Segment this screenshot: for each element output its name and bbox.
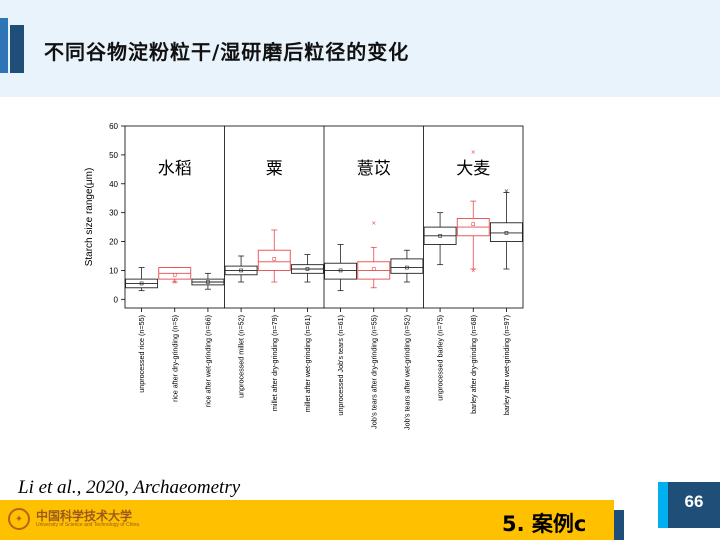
x-tick-label: barley after wet-grinding (n=97): [502, 315, 511, 415]
x-tick-label: millet after dry-grinding (n=79): [270, 315, 279, 411]
mean-marker: [206, 280, 210, 284]
slide-title: 不同谷物淀粉粒干/湿研磨后粒径的变化: [44, 40, 410, 64]
box-plot-chart: 0 10 20 30 40 50 60 Starch size range(μm) 水稻 粟 薏苡 大…: [84, 122, 524, 430]
mean-marker: [139, 281, 144, 286]
box: [324, 262, 358, 280]
page-number-side: [658, 482, 668, 528]
logo-text: 中国科学技术大学: [36, 509, 133, 523]
mean-marker: [338, 268, 343, 273]
seal-icon: ✦: [8, 508, 30, 530]
x-tick-label: millet after wet-grinding (n=61): [303, 315, 312, 412]
header-band: [0, 0, 720, 97]
y-tick-label: 30: [109, 209, 118, 218]
y-tick-label: 60: [109, 122, 118, 131]
logo-subtext: University of Science and Technology of …: [36, 522, 140, 528]
mean-marker: [272, 257, 277, 261]
box: [489, 222, 523, 243]
outlier-marker: ×: [371, 220, 376, 227]
mean-marker: [471, 222, 476, 227]
outlier-marker: ×: [471, 267, 476, 274]
section-label: 5. 案例c: [502, 512, 587, 536]
outlier-marker: ×: [504, 188, 509, 195]
group-label: 大麦: [456, 159, 490, 179]
mean-marker: [438, 233, 442, 238]
group-label: 薏苡: [357, 159, 391, 179]
y-tick-label: 10: [109, 266, 118, 275]
mean-marker: [172, 272, 177, 277]
x-tick-label: unprocessed Job's tears (n=61): [336, 315, 345, 416]
x-tick-label: unprocessed barley (n=75): [436, 315, 445, 401]
page-number-box: [668, 482, 720, 528]
y-axis-label: Starch size range(μm): [84, 168, 95, 267]
mean-marker: [305, 267, 310, 271]
outlier-marker: ×: [172, 279, 177, 286]
y-tick-label: 40: [109, 180, 118, 189]
footer-tab: [614, 510, 624, 540]
group-label: 粟: [266, 159, 283, 179]
footer-bar: [0, 500, 614, 540]
x-tick-label: rice after dry-grinding (n=5): [170, 315, 179, 402]
y-tick-label: 0: [114, 295, 119, 304]
y-tick-label: 20: [109, 238, 118, 247]
accent-corner: [0, 18, 8, 73]
citation: Li et al., 2020, Archaeometry: [18, 477, 241, 498]
x-tick-label: Job's tears after wet-grinding (n=52): [402, 315, 411, 430]
mean-marker: [405, 265, 409, 270]
mean-marker: [371, 267, 376, 271]
x-tick-label: unprocessed rice (n=55): [137, 315, 146, 393]
x-tick-label: barley after dry-grinding (n=68): [469, 315, 478, 414]
university-logo: ✦ 中国科学技术大学 University of Science and Tec…: [8, 508, 139, 530]
mean-marker: [239, 268, 243, 273]
page-number: 66: [684, 492, 704, 511]
accent-bar: [10, 25, 24, 73]
x-tick-label: rice after wet-grinding (n=66): [203, 315, 212, 407]
group-label: 水稻: [158, 159, 192, 179]
x-tick-label: unprocessed millet (n=52): [237, 315, 246, 398]
y-tick-label: 50: [109, 151, 118, 160]
outlier-marker: ×: [471, 149, 476, 156]
x-tick-label: Job's tears after dry-grinding (n=55): [369, 315, 378, 429]
mean-marker: [504, 231, 509, 235]
